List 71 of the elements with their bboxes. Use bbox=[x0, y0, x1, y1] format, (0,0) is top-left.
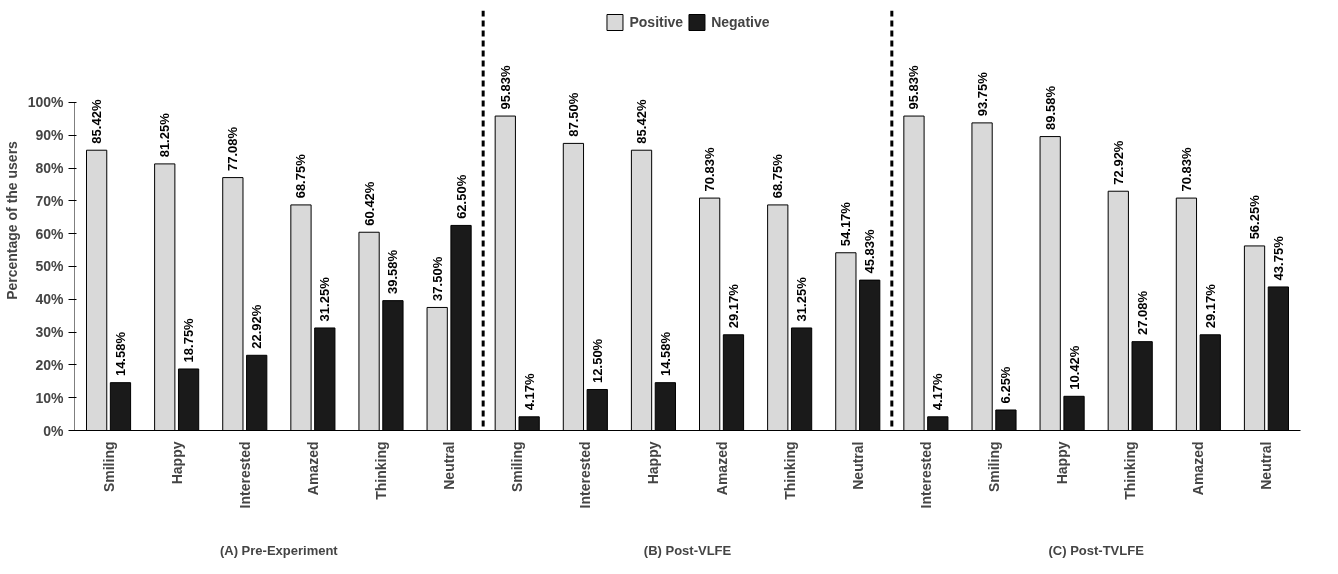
data-label: 54.17% bbox=[838, 201, 854, 247]
data-label: 45.83% bbox=[862, 229, 878, 274]
data-label: 72.92% bbox=[1110, 140, 1126, 185]
data-label: 6.25% bbox=[998, 366, 1014, 404]
data-label: 43.75% bbox=[1270, 235, 1286, 281]
y-tick-label: 10% bbox=[35, 389, 65, 406]
y-axis-title: Percentage of the users bbox=[3, 140, 20, 300]
y-tick-label: 70% bbox=[35, 192, 65, 209]
y-tick-label: 20% bbox=[35, 356, 65, 373]
data-label: 14.58% bbox=[657, 331, 673, 377]
data-label: 81.25% bbox=[157, 112, 173, 158]
data-label: 89.58% bbox=[1042, 85, 1058, 130]
data-label: 95.83% bbox=[497, 64, 513, 110]
x-tick-label: Smiling bbox=[509, 441, 526, 493]
data-label: 60.42% bbox=[361, 181, 377, 226]
y-tick-label: 0% bbox=[43, 422, 65, 439]
data-label: 27.08% bbox=[1134, 290, 1150, 336]
text: (A) Pre-Experiment bbox=[219, 542, 339, 558]
x-tick-label: Smiling bbox=[100, 441, 117, 493]
data-label: 87.50% bbox=[565, 92, 581, 137]
y-tick-label: 80% bbox=[35, 160, 65, 176]
x-tick-label: Thinking bbox=[781, 441, 798, 500]
data-label: 70.83% bbox=[702, 146, 718, 192]
x-tick-label: Amazed bbox=[304, 441, 321, 496]
y-tick-label: 90% bbox=[35, 127, 65, 144]
y-tick-label: 50% bbox=[35, 258, 65, 275]
data-label: 68.75% bbox=[770, 153, 786, 199]
x-tick-label: Thinking bbox=[1122, 441, 1139, 500]
data-label: 62.50% bbox=[453, 174, 469, 219]
data-label: 93.75% bbox=[974, 71, 990, 117]
x-tick-label: Amazed bbox=[713, 441, 730, 496]
data-label: 4.17% bbox=[521, 372, 537, 411]
data-label: 85.42% bbox=[634, 99, 650, 144]
data-label: 31.25% bbox=[794, 276, 810, 322]
data-label: 37.50% bbox=[429, 256, 445, 301]
x-tick-label: Smiling bbox=[986, 441, 1002, 493]
text: (B) Post-VLFE bbox=[643, 542, 732, 558]
data-label: 18.75% bbox=[181, 317, 197, 363]
data-label: 77.08% bbox=[225, 126, 241, 172]
data-label: 29.17% bbox=[725, 283, 741, 329]
y-tick-label: 100% bbox=[27, 94, 65, 111]
y-tick-label: 60% bbox=[35, 225, 65, 242]
y-tick-label: 40% bbox=[35, 291, 65, 308]
data-label: 95.83% bbox=[906, 64, 922, 110]
data-label: 70.83% bbox=[1178, 146, 1194, 192]
legend-label: Negative bbox=[711, 14, 770, 30]
data-label: 12.50% bbox=[589, 338, 605, 383]
data-label: 56.25% bbox=[1247, 194, 1263, 240]
data-label: 4.17% bbox=[930, 372, 946, 411]
x-tick-label: Neutral bbox=[849, 441, 866, 490]
x-tick-label: Happy bbox=[168, 441, 185, 485]
data-label: 39.58% bbox=[385, 249, 401, 295]
x-tick-label: Interested bbox=[577, 441, 594, 509]
x-tick-label: Happy bbox=[1054, 441, 1071, 485]
data-label: 85.42% bbox=[89, 99, 105, 144]
x-tick-label: Neutral bbox=[441, 441, 458, 490]
x-tick-label: Neutral bbox=[1258, 441, 1275, 490]
data-label: 68.75% bbox=[293, 153, 309, 199]
legend-label: Positive bbox=[629, 14, 684, 30]
data-label: 31.25% bbox=[317, 276, 333, 322]
y-tick-label: 30% bbox=[35, 324, 65, 341]
data-label: 10.42% bbox=[1066, 345, 1082, 390]
text: (C) Post-TVLFE bbox=[1048, 542, 1145, 558]
x-tick-label: Interested bbox=[236, 441, 253, 509]
x-tick-label: Thinking bbox=[373, 441, 389, 500]
x-tick-label: Happy bbox=[645, 441, 662, 485]
data-label: 14.58% bbox=[112, 331, 128, 377]
data-label: 22.92% bbox=[249, 304, 265, 349]
data-label: 29.17% bbox=[1202, 283, 1218, 329]
x-tick-label: Amazed bbox=[1190, 441, 1207, 496]
x-tick-label: Interested bbox=[917, 441, 934, 509]
